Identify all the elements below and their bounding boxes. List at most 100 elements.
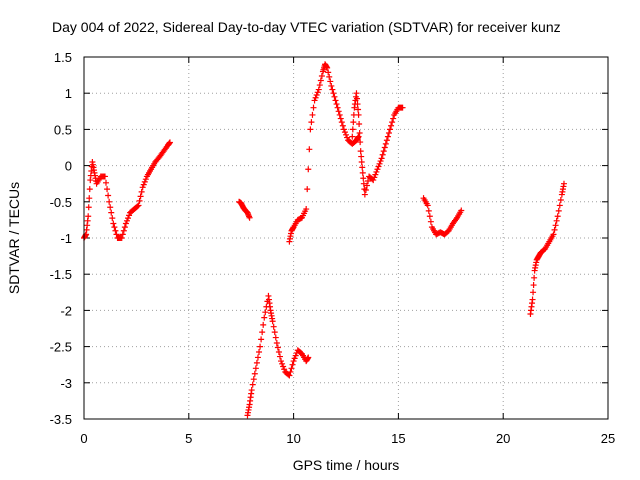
data-point xyxy=(356,130,363,137)
x-tick-label: 20 xyxy=(496,431,510,446)
data-point xyxy=(314,89,321,96)
data-point xyxy=(551,226,558,233)
data-point xyxy=(125,215,132,222)
data-point xyxy=(340,126,347,133)
series-7 xyxy=(527,180,567,318)
data-point xyxy=(252,365,259,372)
data-point xyxy=(381,144,388,151)
y-axis-label: SDTVAR / TECUs xyxy=(6,182,22,294)
data-point xyxy=(336,111,343,118)
data-point xyxy=(318,73,325,80)
data-point xyxy=(312,94,319,101)
plot-frame xyxy=(83,56,609,420)
data-point xyxy=(427,218,434,225)
data-point xyxy=(85,204,92,211)
data-point xyxy=(358,153,365,160)
data-point xyxy=(530,289,537,296)
data-point xyxy=(378,155,385,162)
data-point xyxy=(353,90,360,97)
series-2 xyxy=(236,198,253,221)
data-point xyxy=(332,97,339,104)
data-point xyxy=(529,296,536,303)
data-point xyxy=(110,220,117,227)
data-point xyxy=(458,207,465,214)
grid-lines xyxy=(84,57,608,419)
data-point xyxy=(349,126,356,133)
data-point xyxy=(307,126,314,133)
data-point xyxy=(253,359,260,366)
data-point xyxy=(339,122,346,129)
data-point xyxy=(363,182,370,189)
data-point xyxy=(399,104,406,111)
data-point xyxy=(107,204,114,211)
y-tick-label: -0.5 xyxy=(50,195,72,210)
data-point xyxy=(136,197,143,204)
y-tick-label: 1.5 xyxy=(54,50,72,65)
data-point xyxy=(550,231,557,238)
data-point xyxy=(308,119,315,126)
data-point xyxy=(425,207,432,214)
y-tick-label: 1 xyxy=(65,86,72,101)
data-point xyxy=(350,119,357,126)
data-point xyxy=(113,231,120,238)
data-point xyxy=(358,158,365,165)
data-point xyxy=(288,365,295,372)
data-point xyxy=(120,227,127,234)
data-point xyxy=(286,372,293,379)
y-tick-label: 0.5 xyxy=(54,122,72,137)
data-point xyxy=(382,140,389,147)
data-point xyxy=(140,181,147,188)
data-point xyxy=(126,212,133,219)
data-point xyxy=(424,202,431,209)
data-point xyxy=(249,381,256,388)
data-point xyxy=(254,354,261,361)
series-6 xyxy=(420,195,465,238)
data-point xyxy=(389,119,396,126)
data-point xyxy=(272,334,279,341)
data-point xyxy=(380,148,387,155)
data-point xyxy=(134,203,141,210)
series-3 xyxy=(244,292,312,419)
data-point xyxy=(257,343,264,350)
data-point xyxy=(327,78,334,85)
x-tick-label: 10 xyxy=(286,431,300,446)
data-point xyxy=(270,323,277,330)
data-point xyxy=(289,361,296,368)
data-point xyxy=(260,321,267,328)
series-5 xyxy=(349,90,406,198)
data-point xyxy=(387,126,394,133)
data-point xyxy=(104,186,111,193)
data-point xyxy=(313,92,320,99)
data-point xyxy=(335,108,342,115)
data-point xyxy=(385,130,392,137)
data-point xyxy=(383,137,390,144)
data-point xyxy=(373,168,380,175)
data-point xyxy=(106,198,113,205)
data-point xyxy=(331,93,338,100)
data-point xyxy=(108,209,115,216)
y-tick-label: -3.5 xyxy=(50,412,72,427)
data-point xyxy=(370,177,377,184)
data-point xyxy=(309,111,316,118)
data-point xyxy=(325,69,332,76)
data-point xyxy=(359,164,366,171)
data-point xyxy=(86,195,93,202)
data-point xyxy=(119,231,126,238)
data-point xyxy=(137,193,144,200)
data-point xyxy=(290,358,297,365)
data-point xyxy=(554,213,561,220)
data-point xyxy=(556,202,563,209)
data-point xyxy=(377,158,384,165)
data-point xyxy=(274,344,281,351)
data-point xyxy=(305,354,312,361)
data-point xyxy=(251,370,258,377)
data-point xyxy=(287,368,294,375)
data-point xyxy=(304,186,311,193)
data-point xyxy=(311,97,318,104)
data-point xyxy=(355,111,362,118)
data-point xyxy=(361,191,368,198)
data-point xyxy=(281,366,288,373)
data-point xyxy=(555,207,562,214)
data-point xyxy=(262,309,269,316)
